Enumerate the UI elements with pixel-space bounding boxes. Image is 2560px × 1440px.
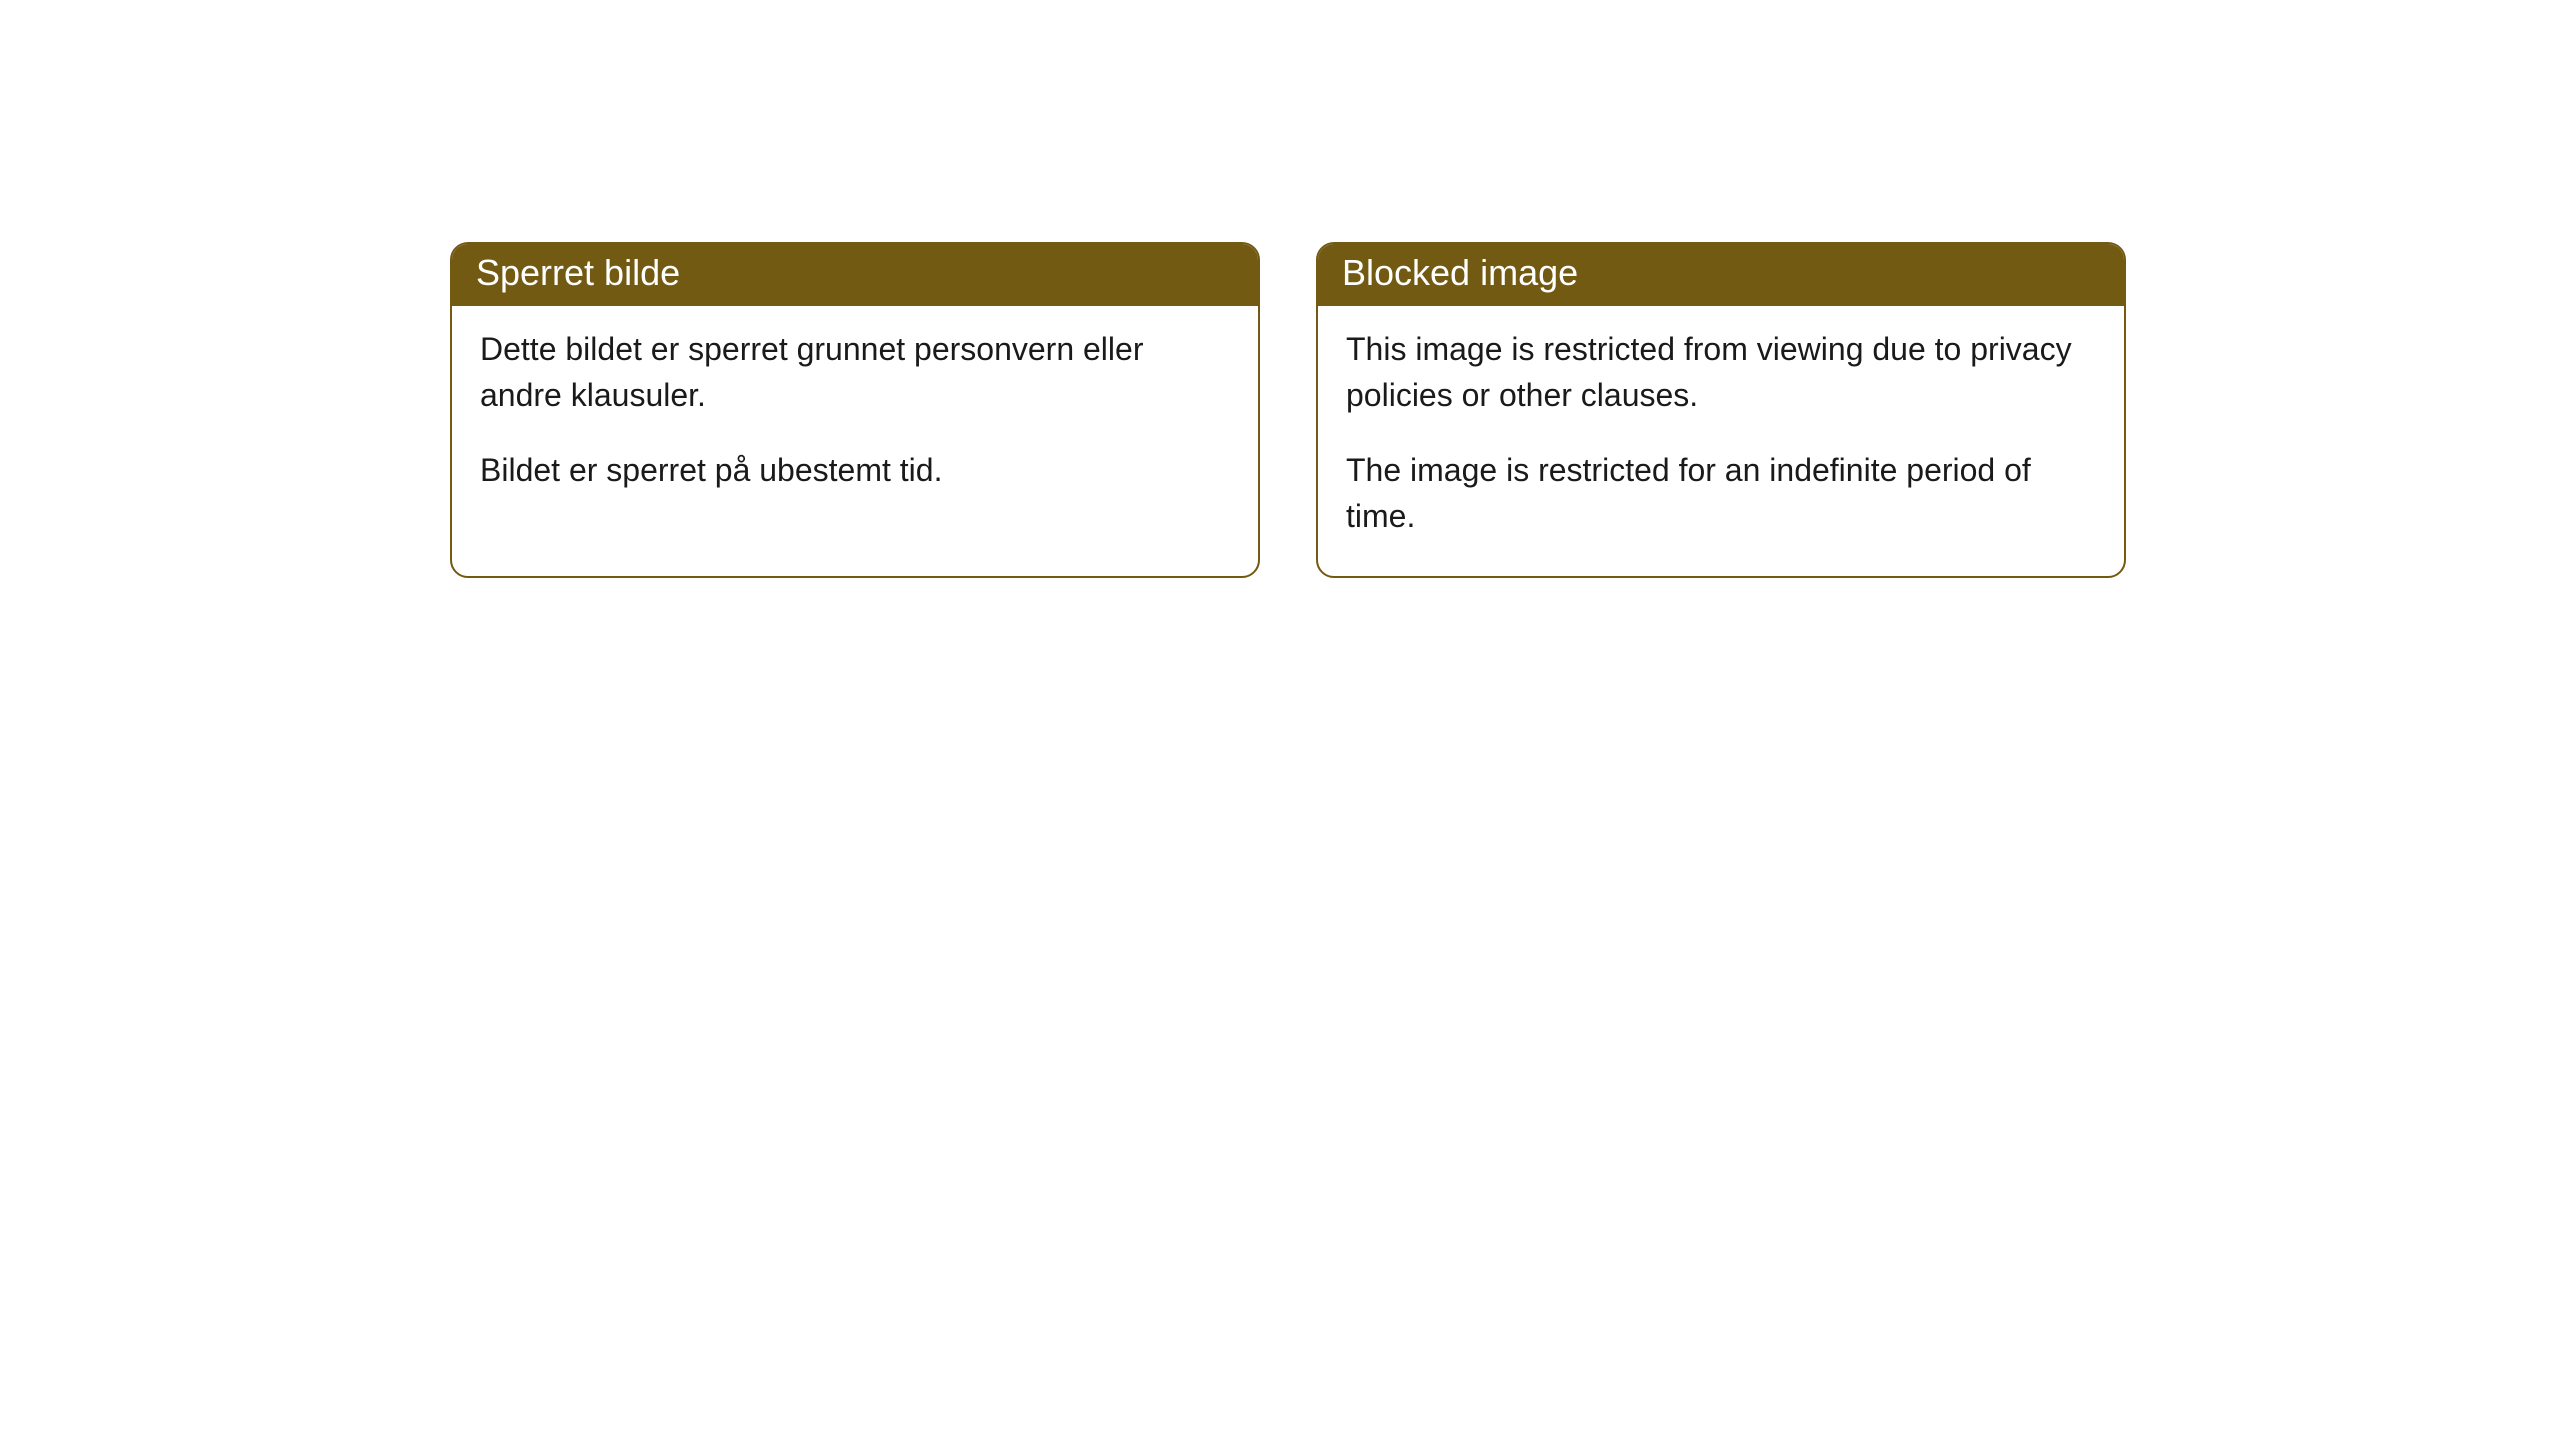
notice-panels-container: Sperret bilde Dette bildet er sperret gr… [450, 242, 2126, 578]
notice-panel-norwegian: Sperret bilde Dette bildet er sperret gr… [450, 242, 1260, 578]
notice-panel-english: Blocked image This image is restricted f… [1316, 242, 2126, 578]
panel-text-norwegian-2: Bildet er sperret på ubestemt tid. [480, 447, 1230, 493]
panel-text-norwegian-1: Dette bildet er sperret grunnet personve… [480, 326, 1230, 419]
panel-text-english-2: The image is restricted for an indefinit… [1346, 447, 2096, 540]
panel-body-english: This image is restricted from viewing du… [1318, 306, 2124, 576]
panel-body-norwegian: Dette bildet er sperret grunnet personve… [452, 306, 1258, 529]
panel-header-norwegian: Sperret bilde [452, 244, 1258, 306]
panel-text-english-1: This image is restricted from viewing du… [1346, 326, 2096, 419]
panel-header-english: Blocked image [1318, 244, 2124, 306]
